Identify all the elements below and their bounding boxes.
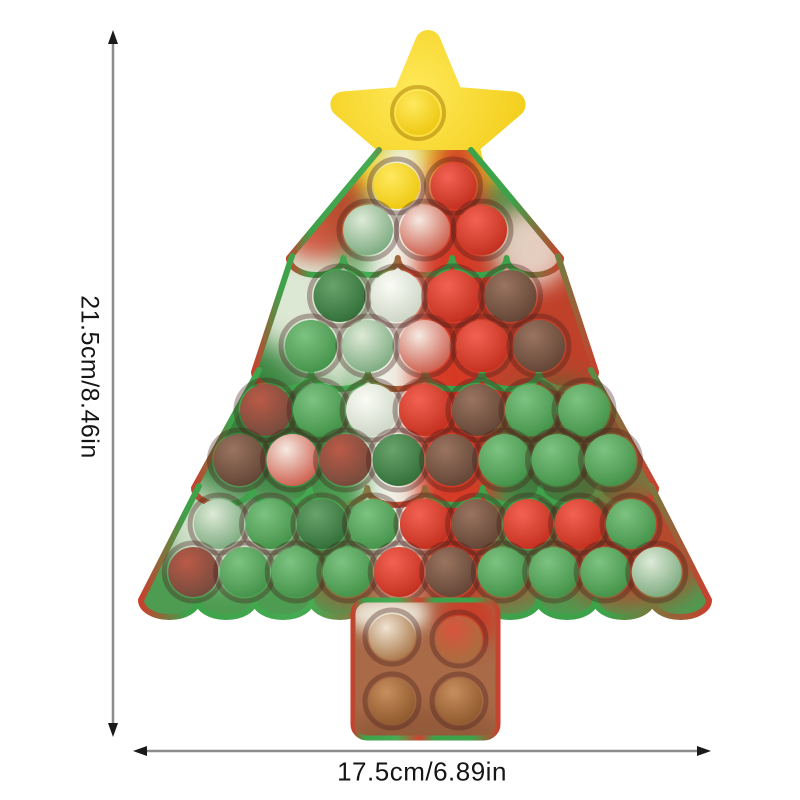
pop-bubble (449, 313, 515, 379)
pop-bubble (429, 609, 489, 669)
pop-bubble (578, 427, 643, 493)
arrow-left-icon (133, 746, 147, 756)
pop-bubble (429, 671, 489, 731)
pop-bubble (506, 313, 572, 379)
pop-bubble (364, 263, 429, 329)
pop-bubble (362, 671, 422, 731)
pop-bubble (424, 156, 483, 216)
pop-bubble (450, 198, 514, 262)
pop-bubble (625, 540, 689, 604)
tree-trunk (350, 597, 501, 741)
arrow-down-icon (108, 723, 118, 737)
tree-bubbles (161, 156, 689, 604)
pop-bubble (551, 377, 617, 443)
height-dimension-line (108, 30, 118, 737)
pop-bubble (393, 198, 457, 262)
pop-bubble (392, 313, 458, 379)
pop-bubble (367, 156, 426, 216)
pop-bubble (421, 263, 486, 329)
pop-bubble (478, 263, 543, 329)
pop-bubble (362, 607, 422, 667)
arrow-right-icon (697, 746, 711, 756)
pop-bubble (278, 313, 344, 379)
arrow-up-icon (108, 30, 118, 44)
pop-bubble (307, 263, 372, 329)
width-dimension-label: 17.5cm/6.89in (337, 756, 507, 787)
pop-bubble (599, 492, 663, 556)
height-dimension-label: 21.5cm/8.46in (75, 295, 104, 459)
width-dimension-line (133, 746, 711, 756)
pop-bubble (335, 313, 401, 379)
pop-bubble (336, 198, 400, 262)
